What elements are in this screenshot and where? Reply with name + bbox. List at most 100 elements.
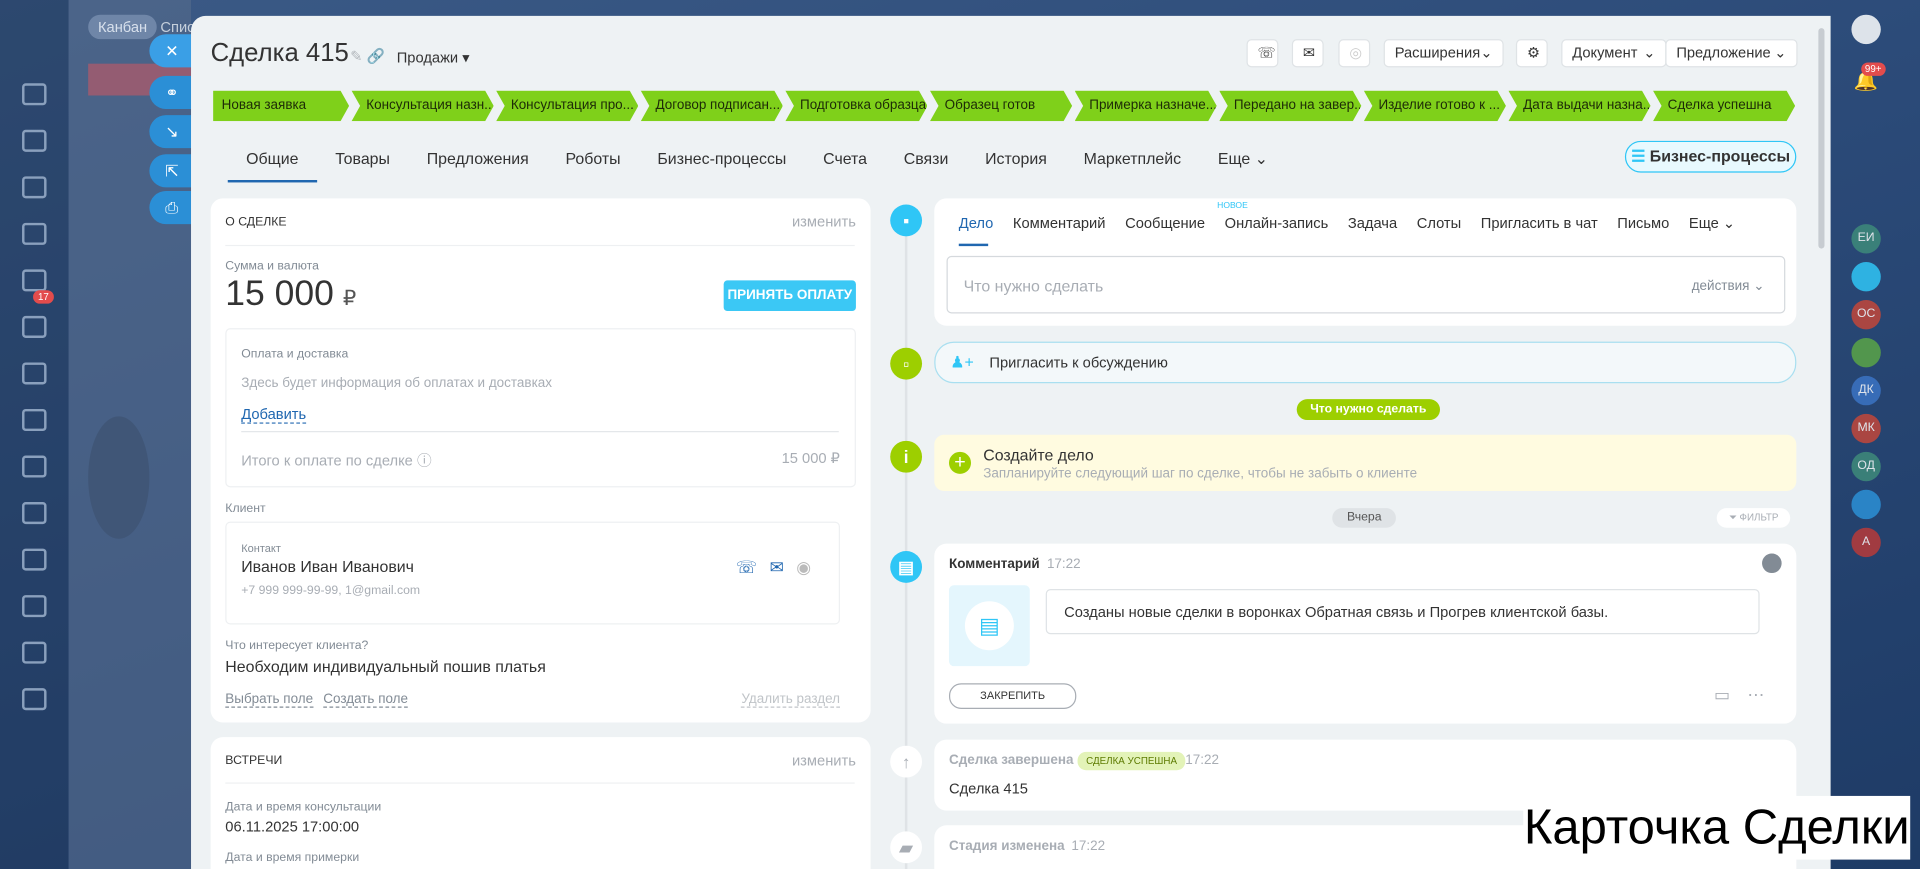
chat-avatar[interactable]: ОД — [1851, 451, 1881, 482]
tab[interactable]: Связи — [903, 149, 949, 168]
activity-tab[interactable]: Дело — [958, 214, 994, 232]
pay-button[interactable]: ПРИНЯТЬ ОПЛАТУ — [723, 280, 856, 312]
nav-icon[interactable] — [22, 641, 47, 664]
stage[interactable]: Подготовка образца — [785, 91, 927, 122]
pipeline[interactable]: Продажи — [396, 48, 459, 67]
select-field[interactable]: Выбрать поле — [225, 691, 314, 708]
side-tab[interactable]: ⚭ — [149, 75, 194, 109]
item-text[interactable]: Сделка 415 — [948, 780, 1028, 798]
chat-avatar[interactable]: А — [1851, 527, 1881, 558]
contact-actions[interactable]: ☏✉◉ — [735, 557, 824, 577]
notifications[interactable]: 🔔 — [1853, 71, 1879, 92]
stage[interactable]: Передано на завер... — [1219, 91, 1361, 122]
chat-button[interactable]: ◎ — [1338, 39, 1371, 68]
nav-icon[interactable] — [22, 688, 47, 711]
pin-button[interactable]: ЗАКРЕПИТЬ — [948, 683, 1077, 709]
edit-link[interactable]: изменить — [791, 213, 856, 231]
tab[interactable]: Еще ⌄ — [1217, 149, 1268, 168]
tab[interactable]: Роботы — [565, 149, 621, 168]
call-button[interactable]: ☏ — [1246, 39, 1279, 68]
tab[interactable]: Счета — [823, 149, 868, 168]
filter-label[interactable]: ФИЛЬТР — [1739, 511, 1779, 523]
author-avatar[interactable] — [1762, 553, 1782, 574]
chat-avatar[interactable]: ОС — [1851, 300, 1881, 330]
side-tab[interactable]: ⇱ — [149, 154, 194, 188]
actions-label[interactable]: действия — [1691, 279, 1750, 294]
stage[interactable]: Новая заявка — [213, 91, 349, 122]
stage[interactable]: Примерка назначе... — [1075, 91, 1217, 122]
nav-icon[interactable] — [22, 408, 47, 432]
side-tab[interactable]: ⎙ — [149, 191, 194, 225]
bg-tab[interactable]: Спис — [160, 18, 195, 36]
create-title[interactable]: Создайте дело — [983, 445, 1094, 465]
add-link[interactable]: Добавить — [241, 405, 307, 424]
tab[interactable]: Общие — [227, 149, 317, 183]
invite-bar[interactable]: ♟+ Пригласить к обсуждению — [934, 341, 1797, 384]
nav-icon[interactable] — [22, 176, 47, 199]
button-label[interactable]: Расширения — [1394, 44, 1481, 62]
pipeline-select[interactable]: Продажи ▾ — [396, 48, 470, 67]
bp-label[interactable]: Бизнес-процессы — [1649, 146, 1791, 166]
activity-tab[interactable]: Сообщение — [1125, 214, 1206, 232]
plus-icon[interactable]: + — [948, 451, 972, 474]
tab[interactable]: Бизнес-процессы — [657, 149, 787, 168]
scrollbar[interactable] — [1818, 28, 1825, 249]
stage[interactable]: Дата выдачи назна... — [1508, 91, 1650, 122]
todo-input[interactable]: Что нужно сделать действия ⌄ — [946, 255, 1786, 314]
stage[interactable]: Договор подписан... — [641, 91, 783, 122]
chat-avatar[interactable] — [1851, 337, 1881, 368]
chat-avatar[interactable]: МК — [1851, 413, 1881, 444]
activity-tab[interactable]: Еще ⌄ — [1688, 214, 1736, 232]
nav-icon[interactable] — [22, 455, 47, 478]
actions-menu[interactable]: действия ⌄ — [1691, 279, 1765, 294]
activity-tab[interactable]: Задача — [1347, 214, 1398, 232]
side-tab[interactable]: ↘ — [149, 115, 194, 149]
tab[interactable]: История — [985, 149, 1047, 168]
activity-tab[interactable]: Онлайн-запись — [1224, 214, 1329, 232]
button-label[interactable]: Предложение — [1676, 44, 1771, 62]
tab[interactable]: Маркетплейс — [1083, 149, 1182, 168]
extensions-button[interactable]: Расширения ⌄ — [1383, 39, 1504, 68]
chat-avatar[interactable]: ДК — [1851, 375, 1881, 406]
chat-avatar[interactable] — [1851, 262, 1881, 292]
nav-icon[interactable] — [22, 269, 47, 292]
nav-icon[interactable] — [22, 502, 47, 525]
edit-link[interactable]: изменить — [791, 751, 856, 769]
side-tab[interactable]: ✕ — [149, 34, 194, 68]
nav-icon[interactable] — [22, 548, 47, 571]
activity-tab[interactable]: Пригласить в чат — [1480, 214, 1598, 232]
offer-button[interactable]: Предложение ⌄ — [1665, 39, 1798, 68]
delete-section[interactable]: Удалить раздел — [741, 691, 841, 708]
activity-tab[interactable]: Слоты — [1416, 214, 1462, 232]
chat-avatar[interactable] — [1851, 489, 1881, 520]
settings-button[interactable]: ⚙ — [1515, 39, 1548, 68]
comment-actions[interactable]: ▭⋯ — [1713, 684, 1782, 705]
nav-icon[interactable] — [22, 222, 47, 245]
nav-icon[interactable] — [22, 315, 47, 338]
bp-button[interactable]: ☰ Бизнес-процессы — [1624, 140, 1797, 173]
stage[interactable]: Консультация назн... — [352, 91, 494, 122]
filter-button[interactable]: ⏷ ФИЛЬТР — [1716, 508, 1791, 528]
stage[interactable]: Образец готов — [930, 91, 1072, 122]
tab[interactable]: Товары — [335, 149, 390, 168]
document-button[interactable]: Документ ⌄ — [1561, 39, 1667, 68]
user-avatar[interactable] — [1851, 14, 1881, 45]
mail-button[interactable]: ✉ — [1291, 39, 1324, 68]
stage[interactable]: Консультация про... — [496, 91, 638, 122]
nav-icon[interactable] — [22, 129, 47, 152]
title-icons[interactable]: ✎ 🔗 — [350, 47, 385, 65]
activity-tab[interactable]: Письмо — [1617, 214, 1670, 232]
activity-tab[interactable]: Комментарий — [1012, 214, 1106, 232]
chat-avatar[interactable]: ЕИ — [1851, 224, 1881, 254]
nav-icon[interactable] — [22, 595, 47, 618]
stage[interactable]: Сделка успешна — [1653, 91, 1795, 122]
nav-icon[interactable] — [22, 362, 47, 385]
bg-tab[interactable]: Канбан — [88, 14, 157, 40]
stage[interactable]: Изделие готово к ... — [1364, 91, 1506, 122]
contact-name[interactable]: Иванов Иван Иванович — [241, 557, 414, 576]
nav-icon[interactable] — [22, 83, 47, 106]
create-field[interactable]: Создать поле — [323, 691, 409, 708]
tab[interactable]: Предложения — [426, 149, 529, 168]
invite-text[interactable]: Пригласить к обсуждению — [989, 353, 1168, 372]
button-label[interactable]: Документ — [1572, 44, 1638, 62]
